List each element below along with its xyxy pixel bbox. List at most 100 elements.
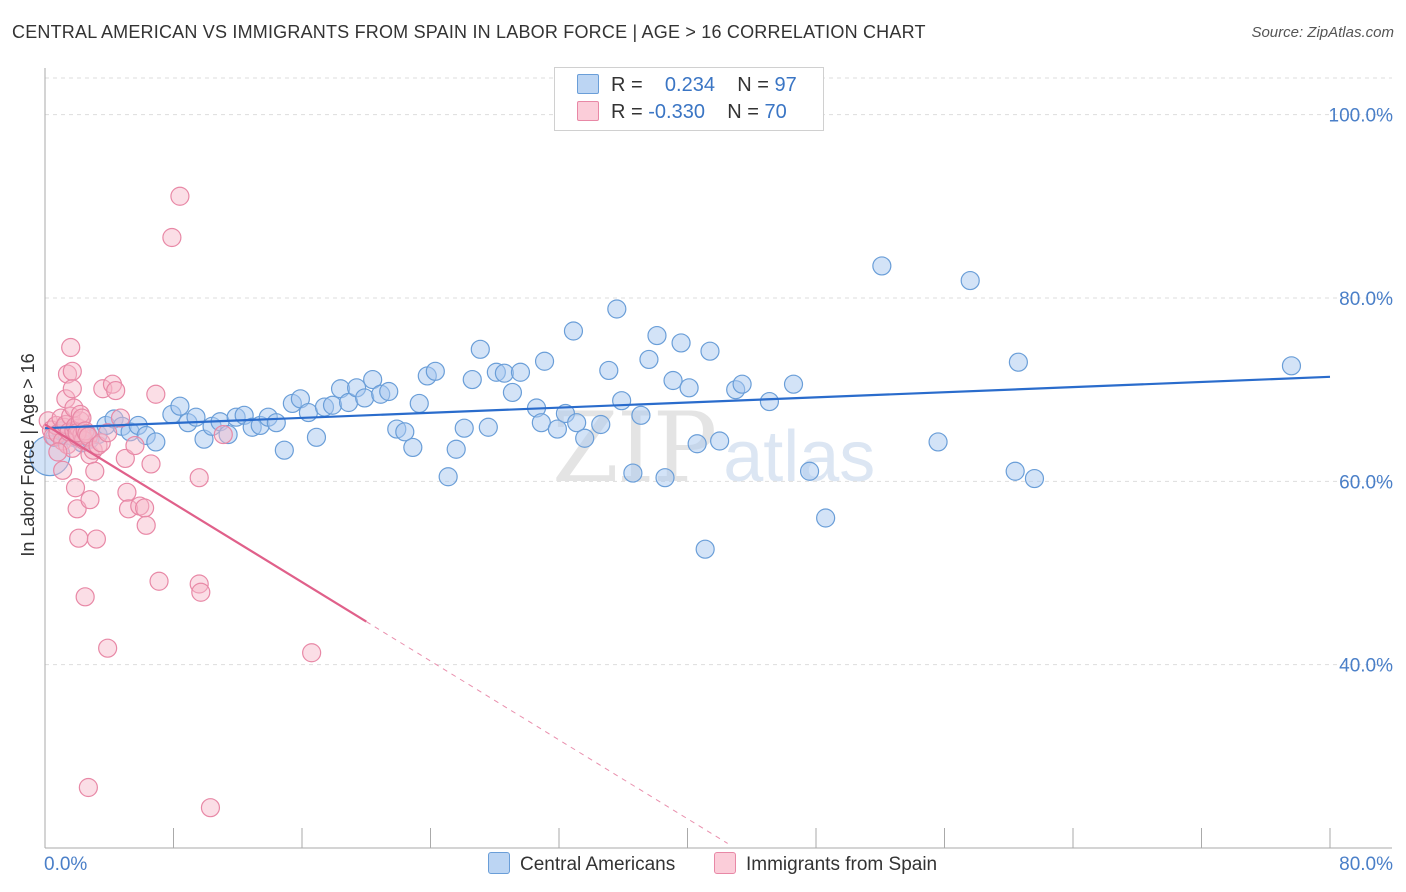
trend-lines (44, 375, 1331, 844)
central-americans-point (960, 270, 980, 291)
central-americans-point (679, 378, 699, 398)
central-americans-point (575, 428, 595, 448)
immigrants-from-spain-point (146, 384, 166, 404)
central-americans-point (732, 374, 752, 394)
bottom-legend-label: Central Americans (520, 854, 676, 875)
central-americans-point (872, 256, 892, 276)
immigrants-from-spain-point (136, 515, 156, 535)
central-americans-point (502, 382, 523, 403)
immigrants-from-spain-point (80, 490, 100, 510)
bottom-legend-swatch-pink (714, 852, 736, 874)
central-americans-point (639, 349, 659, 370)
central-americans-point (409, 393, 429, 414)
immigrants-from-spain-point (191, 582, 211, 602)
central-americans-point (783, 374, 804, 394)
central-americans-point (700, 341, 720, 361)
x-tick-label-0: 0.0% (44, 854, 87, 875)
y-tick-label-80: 80.0% (1339, 289, 1393, 310)
immigrants-from-spain-point (67, 423, 87, 443)
central-americans-point (218, 424, 238, 445)
immigrants-from-spain-point (170, 186, 190, 206)
central-americans-point (655, 468, 675, 488)
immigrants-from-spain-point (62, 379, 82, 399)
immigrants-from-spain-point (189, 574, 209, 594)
central-americans-point (531, 413, 551, 433)
immigrants-from-spain-point (78, 777, 98, 798)
legend-r-value: -0.330 (648, 101, 705, 123)
legend-swatch-blue (577, 74, 599, 94)
source-label: Source: ZipAtlas.com (1251, 24, 1394, 41)
immigrants-from-spain-point (88, 435, 108, 456)
immigrants-from-spain-point (162, 227, 182, 248)
central-americans-point (322, 395, 343, 415)
immigrants-from-spain-trend-extension (365, 621, 728, 844)
central-americans-point (567, 413, 587, 433)
central-americans-point (534, 351, 555, 371)
central-americans-point (710, 431, 730, 451)
central-americans-point (663, 370, 683, 391)
central-americans-point (355, 388, 375, 408)
central-americans-point (395, 422, 415, 442)
central-americans-point (799, 461, 820, 481)
bottom-legend-immigrants-from-spain: Immigrants from Spain (714, 852, 937, 876)
central-americans-trend-line (44, 375, 1331, 430)
central-americans-point (695, 539, 715, 559)
watermark-atlas: atlas (723, 417, 876, 497)
central-americans-point (671, 333, 691, 353)
central-americans-point (170, 396, 190, 416)
gridlines (45, 77, 1392, 666)
legend-r-label: R = (611, 74, 643, 96)
immigrants-from-spain-point (53, 460, 73, 480)
legend-swatch-pink (577, 101, 599, 121)
immigrants-from-spain-point (62, 361, 82, 381)
legend-r-value: 0.234 (664, 74, 715, 96)
immigrants-from-spain-point (86, 529, 107, 549)
central-americans-point (478, 417, 498, 437)
central-americans-point (647, 325, 667, 346)
central-americans-point (146, 432, 166, 452)
immigrants-from-spain-point (141, 454, 161, 474)
immigrants-from-spain-point (98, 423, 118, 443)
legend-row-central-americans: R = 0.234 N = 97 (577, 74, 797, 100)
y-axis-label: In Labor Force | Age > 16 (18, 353, 38, 556)
immigrants-from-spain-point (61, 337, 81, 358)
immigrants-from-spain-point (110, 408, 131, 428)
central-americans-point (631, 405, 651, 425)
immigrants-from-spain-trend-line (44, 423, 367, 623)
immigrants-from-spain-point (302, 643, 322, 663)
immigrants-from-spain-point (189, 468, 209, 488)
legend-n-value: 70 (764, 101, 787, 123)
legend-row-immigrants-from-spain: R = -0.330 N = 70 (577, 101, 787, 127)
central-americans-point (687, 434, 707, 454)
immigrants-from-spain-point (125, 435, 145, 456)
central-americans-point (591, 414, 611, 435)
immigrants-from-spain-point (85, 461, 105, 481)
central-americans-point (425, 361, 445, 381)
y-tick-label-40: 40.0% (1339, 656, 1393, 677)
central-americans-point (462, 369, 482, 390)
central-americans-point (363, 369, 383, 390)
central-americans-point (928, 432, 948, 452)
central-americans-points (29, 256, 1302, 559)
central-americans-point (547, 419, 567, 439)
central-americans-point (623, 463, 643, 483)
axes (44, 68, 1392, 849)
immigrants-from-spain-point (48, 442, 68, 462)
immigrants-from-spain-point (213, 424, 233, 445)
central-americans-point (266, 413, 286, 433)
immigrants-from-spain-point (134, 498, 155, 518)
central-americans-point (446, 439, 466, 459)
immigrants-from-spain-point (117, 482, 137, 502)
central-americans-point (612, 391, 632, 411)
immigrants-from-spain-point (65, 478, 86, 498)
central-americans-point (454, 418, 474, 438)
immigrants-from-spain-point (98, 638, 118, 658)
central-americans-point (599, 360, 619, 381)
central-americans-point (759, 391, 780, 412)
central-americans-point (1281, 356, 1302, 376)
y-tick-label-60: 60.0% (1339, 472, 1393, 493)
immigrants-from-spain-point (149, 571, 169, 591)
immigrants-from-spain-point (200, 798, 221, 818)
central-americans-point (1024, 468, 1045, 489)
